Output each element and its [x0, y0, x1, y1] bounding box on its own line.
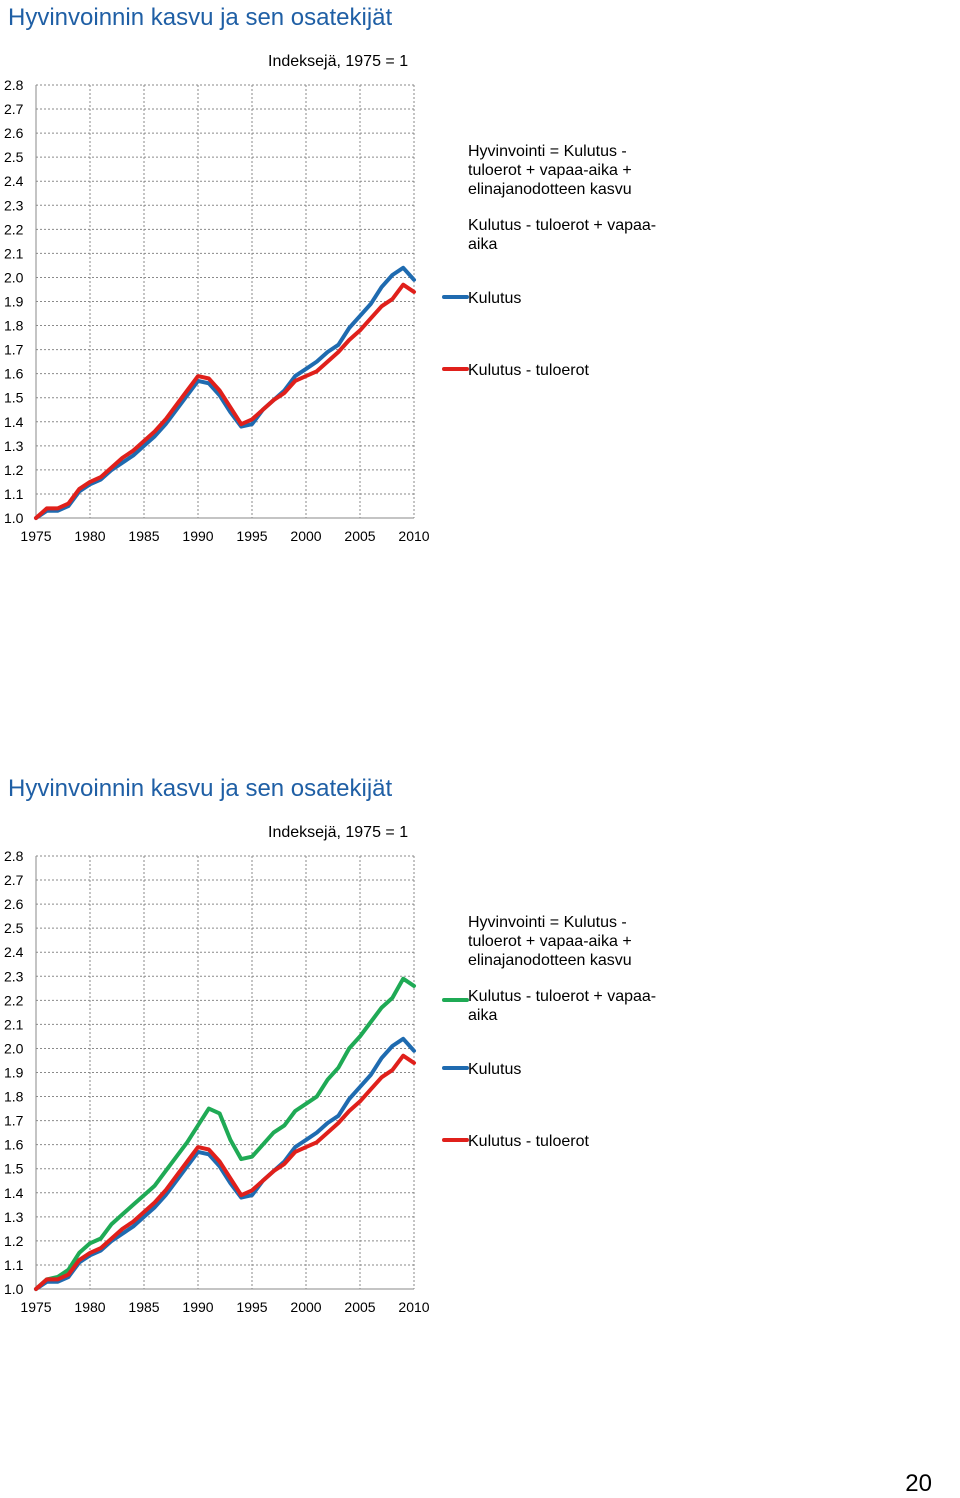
y-tick-label: 2.8 — [4, 848, 24, 864]
x-tick-label: 1990 — [182, 1299, 213, 1315]
legend1-item-2: Kulutus — [468, 290, 522, 307]
y-tick-label: 2.0 — [4, 269, 24, 285]
x-tick-label: 1995 — [236, 528, 267, 544]
y-tick-label: 1.9 — [4, 294, 24, 310]
chart1-svg: Indeksejä, 1975 = 1 2.8 2.7 2.6 2.5 2.4 2.3 2.2… — [4, 53, 469, 544]
legend1-item-1: Kulutus - tuloerot + vapaa-aika — [468, 217, 657, 253]
y-tick-label: 1.5 — [4, 1161, 24, 1177]
y-tick-label: 2.5 — [4, 920, 24, 936]
y-tick-label: 2.1 — [4, 245, 24, 261]
y-tick-label: 1.3 — [4, 1209, 24, 1225]
x-tick-label: 2000 — [290, 528, 321, 544]
y-tick-label: 1.7 — [4, 1113, 24, 1129]
x-tick-label: 1975 — [20, 528, 51, 544]
chart1-subtitle: Indeksejä, 1975 = 1 — [268, 53, 408, 70]
x-tick-label: 1990 — [182, 528, 213, 544]
x-tick-label: 2000 — [290, 1299, 321, 1315]
x-tick-label: 1980 — [74, 1299, 105, 1315]
y-tick-label: 2.4 — [4, 173, 24, 189]
y-tick-label: 1.1 — [4, 1257, 24, 1273]
y-tick-label: 2.7 — [4, 872, 24, 888]
legend1-item-3: Kulutus - tuloerot — [468, 362, 589, 379]
y-tick-label: 2.6 — [4, 125, 24, 141]
y-tick-label: 1.2 — [4, 462, 24, 478]
chart2: Indeksejä, 1975 = 1 2.8 2.7 2.6 2.5 2.4 2.3 2.2… — [0, 805, 960, 1365]
y-tick-label: 2.2 — [4, 992, 24, 1008]
y-tick-label: 1.4 — [4, 414, 24, 430]
y-tick-label: 1.4 — [4, 1185, 24, 1201]
y-tick-label: 1.2 — [4, 1233, 24, 1249]
x-tick-label: 1995 — [236, 1299, 267, 1315]
y-tick-label: 1.6 — [4, 1137, 24, 1153]
y-tick-label: 2.2 — [4, 221, 24, 237]
legend1-item-0: Hyvinvointi = Kulutus - tuloerot + vapaa… — [468, 143, 632, 198]
series-line-2 — [34, 1036, 416, 1291]
legend2-item-2: Kulutus — [468, 1061, 522, 1078]
x-tick-label: 1985 — [128, 1299, 159, 1315]
series-line-2 — [34, 282, 416, 520]
x-tick-label: 2010 — [398, 528, 429, 544]
y-tick-label: 1.7 — [4, 342, 24, 358]
series-line-3 — [34, 1053, 416, 1291]
legend2-item-1: Kulutus - tuloerot + vapaa-aika — [468, 988, 657, 1024]
y-tick-label: 2.6 — [4, 896, 24, 912]
y-tick-label: 1.6 — [4, 366, 24, 382]
y-tick-label: 1.3 — [4, 438, 24, 454]
y-tick-label: 1.9 — [4, 1065, 24, 1081]
y-tick-label: 2.4 — [4, 944, 24, 960]
chart1: Indeksejä, 1975 = 1 2.8 2.7 2.6 2.5 2.4 2.3 2.2… — [0, 34, 960, 594]
y-tick-label: 2.8 — [4, 77, 24, 93]
y-tick-label: 1.5 — [4, 390, 24, 406]
chart1-title: Hyvinvoinnin kasvu ja sen osatekijät — [8, 4, 393, 31]
page-number: 20 — [905, 1470, 932, 1497]
chart2-svg: Indeksejä, 1975 = 1 2.8 2.7 2.6 2.5 2.4 2.3 2.2… — [4, 824, 469, 1315]
x-tick-label: 1980 — [74, 528, 105, 544]
x-tick-label: 2005 — [344, 528, 375, 544]
y-tick-label: 2.5 — [4, 149, 24, 165]
y-tick-label: 1.0 — [4, 510, 24, 526]
chart2-subtitle: Indeksejä, 1975 = 1 — [268, 824, 408, 841]
legend2-item-3: Kulutus - tuloerot — [468, 1133, 589, 1150]
y-tick-label: 1.8 — [4, 1089, 24, 1105]
y-tick-label: 2.1 — [4, 1016, 24, 1032]
x-tick-label: 2005 — [344, 1299, 375, 1315]
series-line-1 — [34, 976, 416, 1291]
y-tick-label: 2.3 — [4, 968, 24, 984]
legend2-item-0: Hyvinvointi = Kulutus - tuloerot + vapaa… — [468, 914, 632, 969]
y-tick-label: 2.3 — [4, 197, 24, 213]
y-tick-label: 2.7 — [4, 101, 24, 117]
series-line-1 — [34, 265, 416, 520]
x-tick-label: 2010 — [398, 1299, 429, 1315]
chart2-title: Hyvinvoinnin kasvu ja sen osatekijät — [8, 775, 393, 802]
y-tick-label: 1.1 — [4, 486, 24, 502]
y-tick-label: 1.0 — [4, 1281, 24, 1297]
x-tick-label: 1985 — [128, 528, 159, 544]
y-tick-label: 1.8 — [4, 318, 24, 334]
x-tick-label: 1975 — [20, 1299, 51, 1315]
y-tick-label: 2.0 — [4, 1040, 24, 1056]
